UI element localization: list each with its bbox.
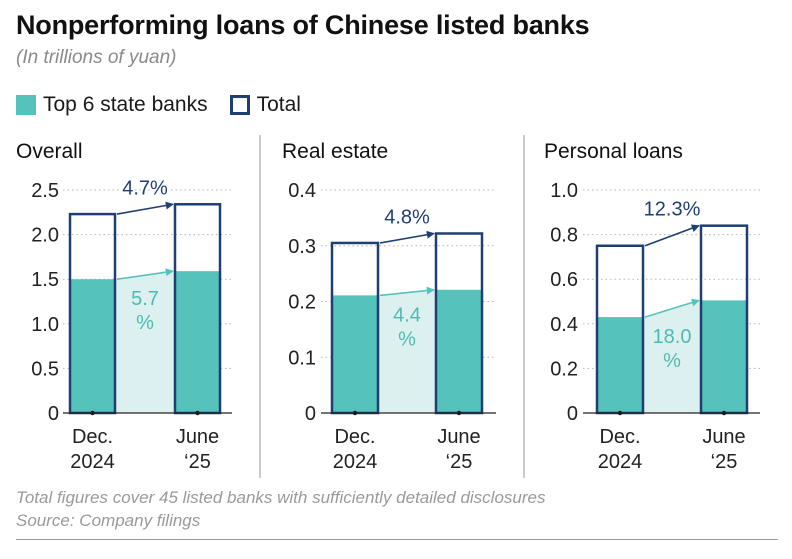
change-band (115, 271, 175, 413)
state-change-label: 18.0 (653, 326, 692, 348)
y-tick-label: 0.2 (550, 358, 578, 380)
legend-swatch-total (229, 95, 250, 115)
change-band (643, 300, 701, 413)
x-tick-label: June (702, 426, 745, 448)
y-tick-label: 0 (567, 403, 578, 425)
chart-area: Overall 0 0.5 1.0 1.5 2.0 2.5 Dec. 2024 June ‘25 4.… (16, 135, 760, 478)
total-change-arrow (379, 230, 435, 244)
state-change-label: 4.4 (393, 304, 421, 326)
y-tick-label: 0 (48, 403, 59, 425)
x-tick-label: ‘25 (184, 451, 211, 473)
bar-state-banks (436, 289, 482, 413)
y-tick-label: 0.5 (31, 358, 59, 380)
total-change-arrow (644, 224, 700, 247)
state-change-arrow (116, 268, 174, 280)
footnote-block: Total figures cover 45 listed banks with… (16, 486, 545, 532)
x-tick-label: 2024 (333, 451, 378, 473)
chart-subtitle: (In trillions of yuan) (16, 47, 177, 68)
x-tick-label: 2024 (598, 451, 643, 473)
x-tick-label: ‘25 (711, 451, 738, 473)
y-tick-label: 0.2 (288, 292, 316, 314)
bar-state-banks (175, 271, 220, 413)
x-tick-label: ‘25 (446, 451, 473, 473)
state-change-arrow (379, 286, 435, 297)
y-tick-label: 2.0 (31, 225, 59, 247)
x-tick-label: June (176, 426, 219, 448)
y-tick-label: 0.8 (550, 225, 578, 247)
panel-title: Overall (16, 140, 83, 163)
legend-label-total: Total (256, 93, 301, 116)
chart-title: Nonperforming loans of Chinese listed ba… (16, 10, 590, 40)
y-tick-label: 1.0 (550, 180, 578, 202)
y-tick-label: 0.4 (288, 180, 316, 202)
y-tick-label: 1.5 (31, 269, 59, 291)
change-band (378, 289, 436, 413)
panel-title: Personal loans (544, 140, 683, 163)
x-tick-label: 2024 (70, 451, 115, 473)
x-tick-label: Dec. (334, 426, 375, 448)
source-text: Source: Company filings (16, 511, 201, 530)
state-change-arrow (644, 298, 700, 318)
total-change-label: 4.7% (122, 177, 168, 199)
total-change-label: 4.8% (384, 206, 430, 228)
y-tick-label: 0.6 (550, 269, 578, 291)
panel-title: Real estate (282, 140, 388, 163)
x-tick-label: June (437, 426, 480, 448)
total-change-arrow (116, 201, 174, 215)
legend-label-state-banks: Top 6 state banks (43, 93, 208, 116)
y-tick-label: 0 (305, 403, 316, 425)
bottom-rule (16, 539, 778, 540)
legend: Top 6 state banks Total (16, 90, 301, 120)
x-tick-label: Dec. (599, 426, 640, 448)
bar-state-banks (70, 279, 115, 413)
y-tick-label: 2.5 (31, 180, 59, 202)
state-change-label-unit: % (663, 350, 681, 372)
state-change-label-unit: % (398, 328, 416, 350)
y-tick-label: 0.4 (550, 314, 578, 336)
y-tick-label: 1.0 (31, 314, 59, 336)
state-change-label: 5.7 (131, 288, 159, 310)
footnote-text: Total figures cover 45 listed banks with… (16, 488, 546, 507)
y-tick-label: 0.3 (288, 236, 316, 258)
total-change-label: 12.3% (644, 199, 701, 221)
legend-swatch-state-banks (16, 95, 36, 115)
state-change-label-unit: % (136, 312, 154, 334)
bar-state-banks (332, 295, 378, 413)
x-tick-label: Dec. (72, 426, 113, 448)
bar-state-banks (701, 300, 747, 413)
bar-state-banks (597, 317, 643, 413)
y-tick-label: 0.1 (288, 347, 316, 369)
